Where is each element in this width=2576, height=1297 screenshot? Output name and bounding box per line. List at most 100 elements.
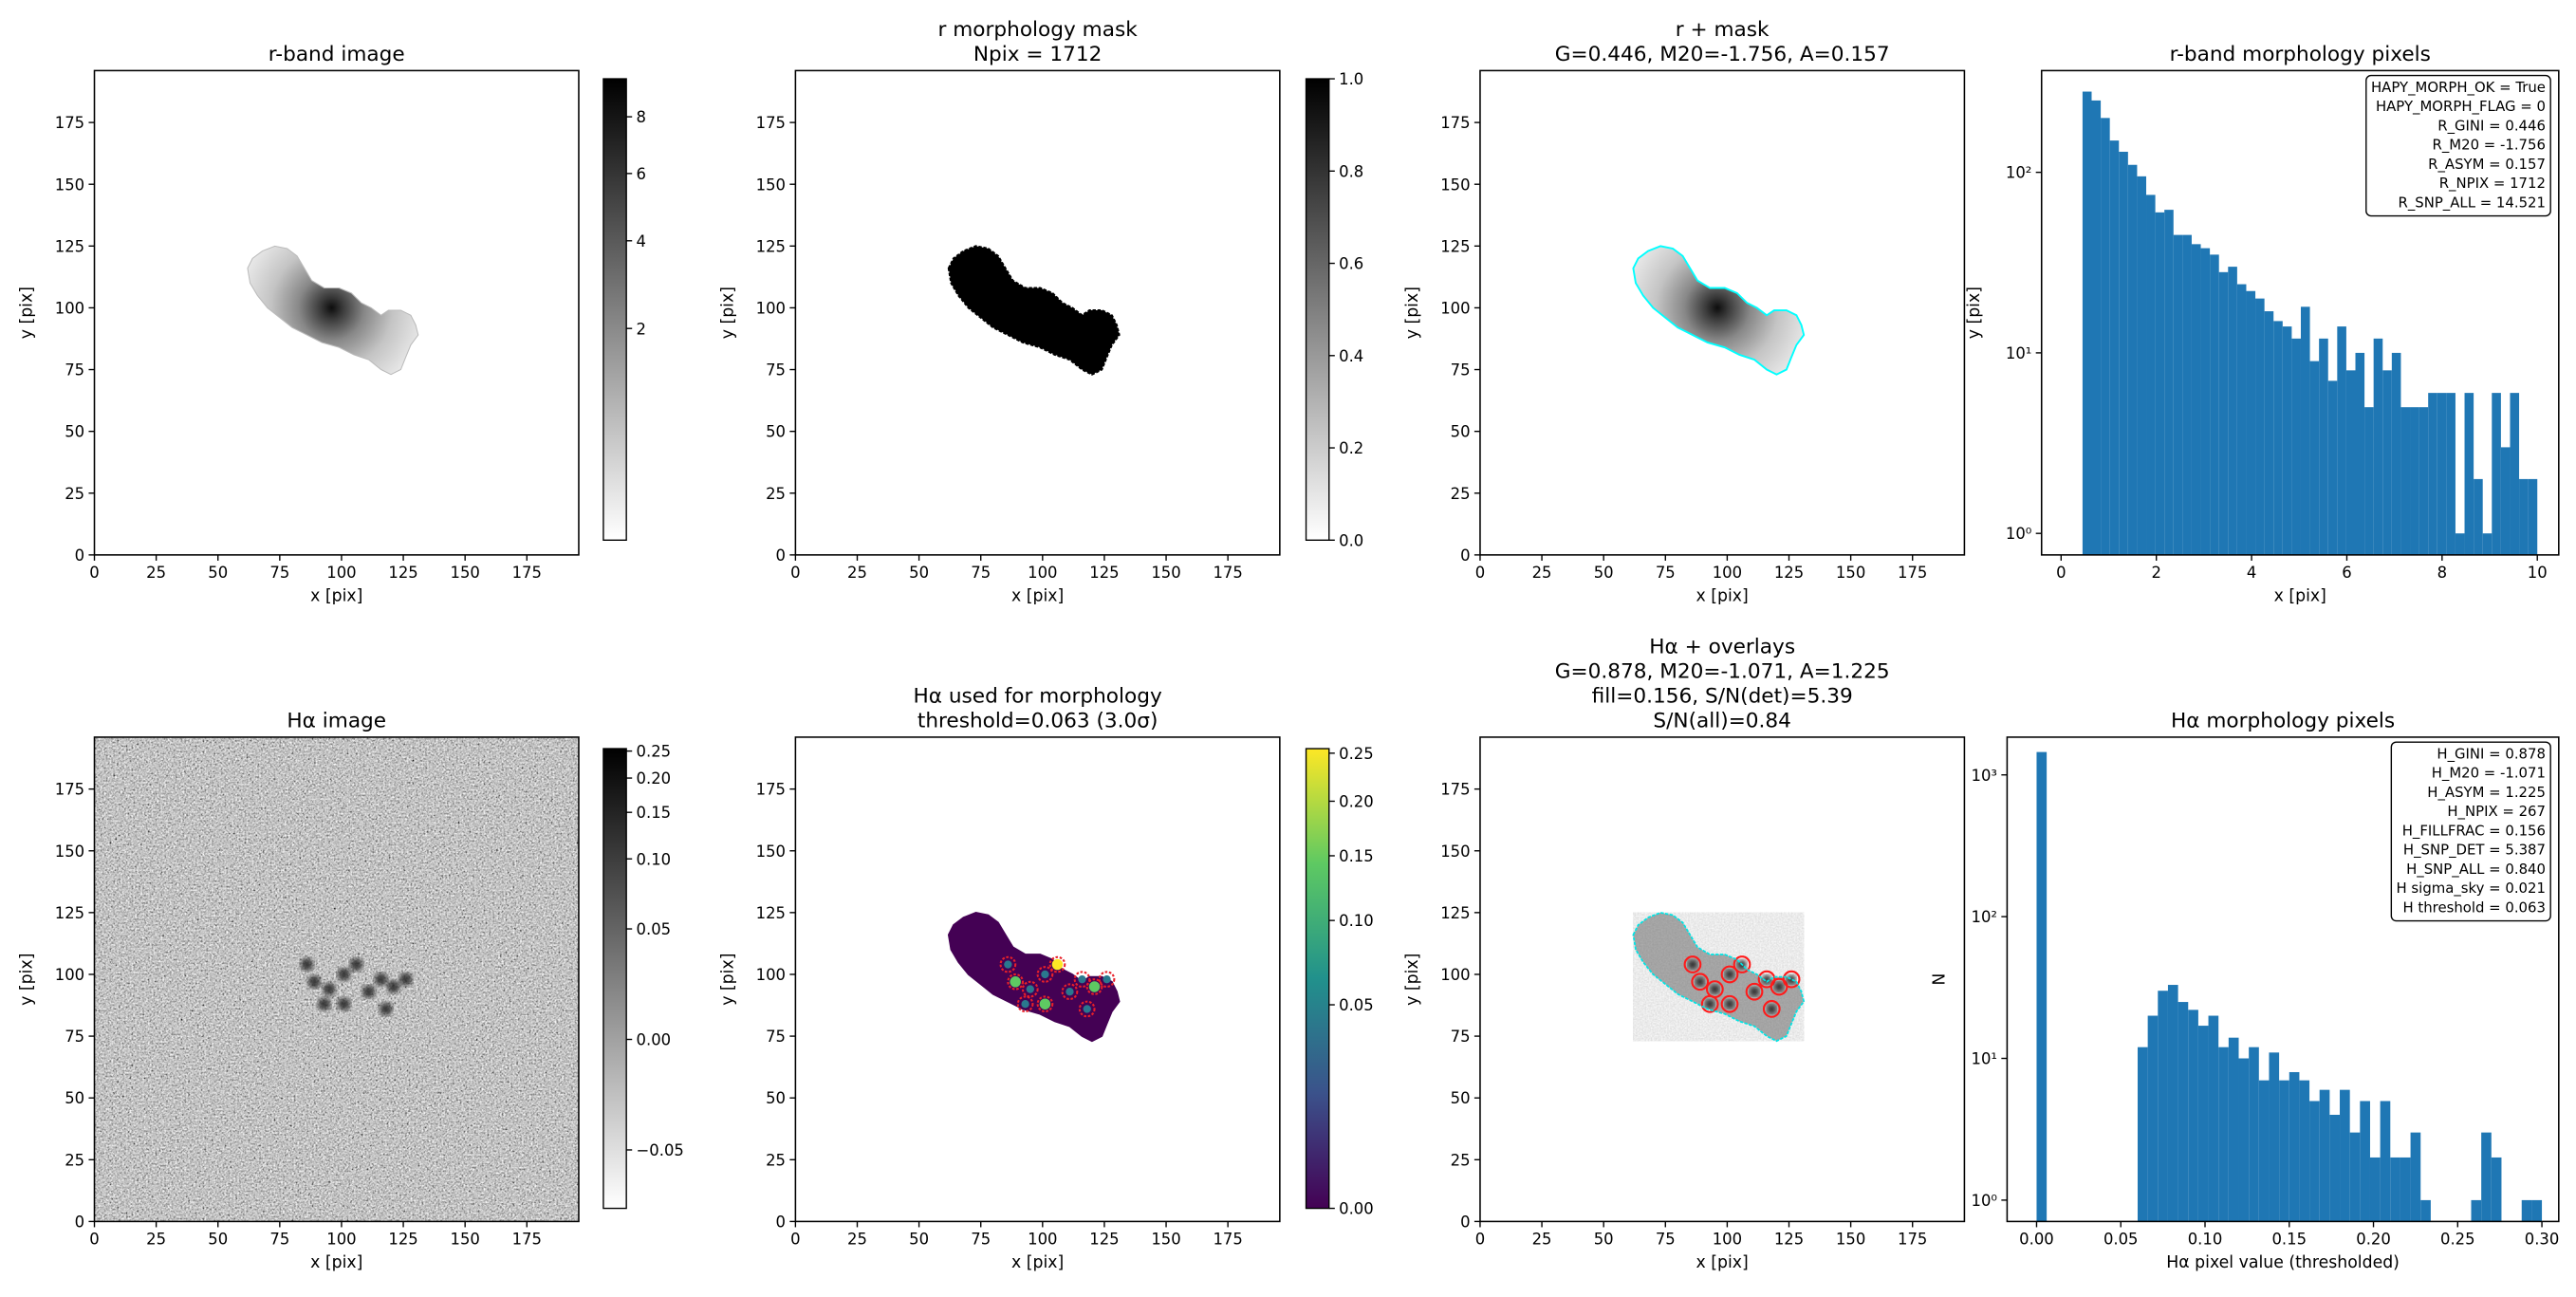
y-tick-label: 150 <box>55 176 84 194</box>
x-tick-label: 8 <box>2437 564 2447 582</box>
bar <box>2446 393 2456 555</box>
bar <box>2101 118 2110 555</box>
y-tick-label: 50 <box>766 1089 786 1107</box>
bar <box>2155 212 2165 555</box>
colorbar-tick-label: 0.20 <box>637 769 672 787</box>
bar <box>2273 321 2283 555</box>
y-axis-label: y [pix] <box>1965 287 1984 339</box>
bar <box>2164 210 2174 555</box>
bar <box>2340 1089 2350 1222</box>
y-tick-label: 25 <box>1451 485 1471 503</box>
panel-title: Hα morphology pixels <box>2171 710 2395 733</box>
knot-edge <box>1016 995 1034 1013</box>
colorbar-tick-label: 0.00 <box>637 1031 672 1049</box>
annotation-line: R_GINI = 0.446 <box>2437 117 2546 134</box>
colorbar-tick-label: 0.0 <box>1339 531 1363 549</box>
x-tick-label: 100 <box>326 564 356 582</box>
bar <box>2500 447 2511 555</box>
annotation-frame <box>2390 741 2551 922</box>
annotation-line: R_SNP_ALL = 14.521 <box>2399 194 2546 211</box>
colorbar-tick-label: 2 <box>637 320 646 338</box>
bar <box>2364 407 2374 555</box>
x-tick-label: 0 <box>1475 564 1485 582</box>
x-tick-label: 175 <box>1213 1231 1242 1249</box>
x-tick-label: 75 <box>971 1231 991 1249</box>
y-tick-label: 125 <box>55 237 84 255</box>
x-tick-label: 25 <box>847 564 867 582</box>
knot-core <box>1021 1000 1029 1009</box>
x-axis-label: Hα pixel value (thresholded) <box>2166 1253 2400 1272</box>
annotation-line: H_SNP_DET = 5.387 <box>2403 842 2546 859</box>
x-tick-label: 125 <box>388 564 417 582</box>
x-tick-label: 0.15 <box>2271 1231 2307 1249</box>
knot-core <box>1774 982 1784 991</box>
y-tick-label: 125 <box>55 904 84 922</box>
knot-contour <box>1720 994 1739 1013</box>
y-axis-label: y [pix] <box>18 954 37 1006</box>
x-tick-label: 4 <box>2247 564 2256 582</box>
knot-core <box>1787 974 1796 984</box>
x-tick-label: 25 <box>146 564 166 582</box>
panel-title: S/N(all)=0.84 <box>1653 710 1791 733</box>
bar <box>2410 1132 2421 1222</box>
x-tick-label: 150 <box>1836 564 1865 582</box>
bar <box>2309 361 2320 555</box>
knot-core <box>1026 985 1034 993</box>
panel-title: Hα + overlays <box>1649 636 1795 659</box>
bar <box>2380 1101 2391 1222</box>
y-tick-label: 50 <box>65 423 84 441</box>
bar <box>2258 1080 2270 1222</box>
y-tick-label: 125 <box>756 237 786 255</box>
bar <box>2137 1047 2148 1222</box>
halpha-knot <box>307 975 322 989</box>
axes-frame <box>1479 736 1966 1223</box>
knot-core <box>1705 999 1714 1009</box>
galaxy <box>247 245 419 376</box>
y-tick-label: 150 <box>1440 176 1470 194</box>
annotation-line: R_ASYM = 0.157 <box>2428 156 2546 173</box>
bar <box>2255 298 2265 555</box>
bar <box>2391 352 2401 555</box>
x-tick-label: 0.05 <box>2103 1231 2139 1249</box>
x-tick-label: 0.30 <box>2525 1231 2560 1249</box>
y-tick-label: 100 <box>55 966 84 984</box>
knot-contour <box>1745 982 1764 1001</box>
bar <box>2428 393 2437 555</box>
bar <box>2228 1037 2239 1222</box>
bar <box>2146 195 2156 555</box>
colorbar <box>602 78 627 541</box>
bar <box>2127 164 2138 555</box>
bar <box>2437 393 2447 555</box>
bar <box>2282 326 2292 555</box>
x-tick-label: 25 <box>1532 1231 1552 1249</box>
bar <box>2400 1157 2411 1222</box>
bar <box>2329 1114 2341 1222</box>
knot-core <box>1103 975 1111 984</box>
colorbar <box>1305 78 1330 541</box>
annotation-box: H_GINI = 0.878 H_M20 = -1.071 H_ASYM = 1.2… <box>2390 741 2551 922</box>
x-tick-label: 150 <box>1151 564 1180 582</box>
x-tick-label: 75 <box>1656 564 1676 582</box>
bar <box>2289 1071 2300 1222</box>
x-tick-label: 125 <box>1089 564 1119 582</box>
halpha-knot <box>380 1002 393 1016</box>
y-tick-label: 25 <box>766 485 786 503</box>
panel-title: G=0.878, M20=-1.071, A=1.225 <box>1555 660 1890 684</box>
colorbar-tick-label: 0.05 <box>637 920 672 938</box>
annotation-line: R_M20 = -1.756 <box>2433 137 2546 154</box>
y-axis-label: N <box>1931 973 1950 986</box>
knot-core <box>1767 1004 1776 1014</box>
panel-title: Hα image <box>287 710 386 733</box>
y-tick-label: 25 <box>65 485 84 503</box>
mask-region <box>947 245 1121 376</box>
y-tick-label: 50 <box>65 1089 84 1107</box>
knot-core <box>1004 960 1012 969</box>
x-axis-label: x [pix] <box>310 586 362 605</box>
bar <box>2482 533 2493 555</box>
halpha-knot <box>300 957 314 972</box>
colorbar-tick-label: 1.0 <box>1339 70 1363 88</box>
knot-edge <box>1007 973 1025 991</box>
y-tick-label: 25 <box>1451 1151 1471 1169</box>
x-tick-label: 175 <box>1213 564 1242 582</box>
